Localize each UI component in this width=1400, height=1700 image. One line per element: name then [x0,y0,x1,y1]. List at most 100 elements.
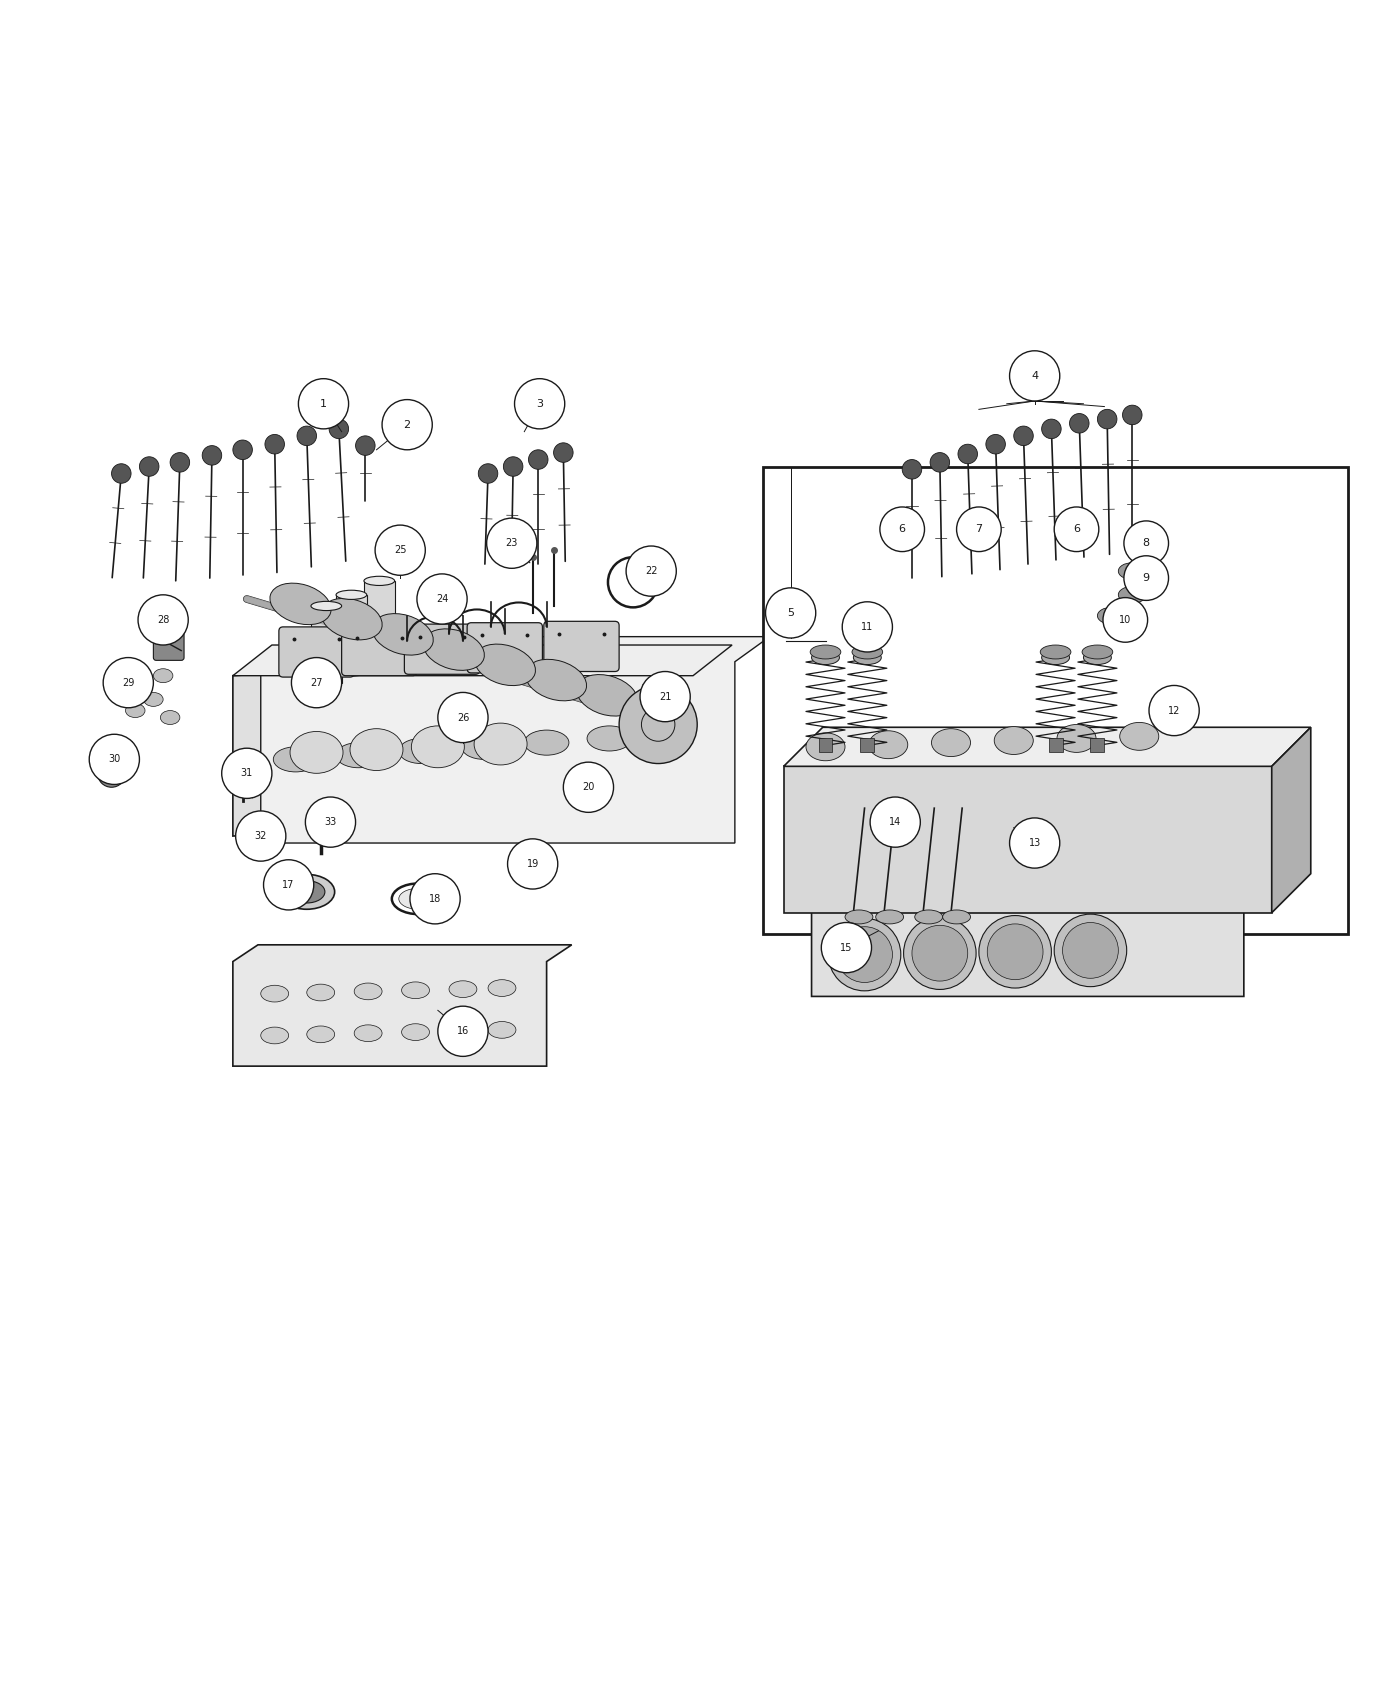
Circle shape [958,444,977,464]
Text: 12: 12 [1168,706,1180,716]
Text: 14: 14 [889,818,902,828]
Circle shape [410,874,461,923]
Circle shape [987,923,1043,979]
Circle shape [98,760,126,787]
Ellipse shape [475,644,535,685]
Polygon shape [232,648,693,836]
Text: 24: 24 [435,593,448,604]
Polygon shape [784,728,1310,767]
Ellipse shape [372,614,433,654]
Circle shape [232,440,252,459]
Circle shape [382,400,433,451]
Ellipse shape [853,644,882,660]
Circle shape [871,797,920,847]
Ellipse shape [354,1025,382,1042]
Circle shape [1042,420,1061,439]
Circle shape [1009,818,1060,869]
Circle shape [417,575,468,624]
Ellipse shape [1057,724,1096,753]
Circle shape [843,602,892,653]
Circle shape [298,379,349,428]
Circle shape [221,748,272,799]
Circle shape [626,546,676,597]
Text: 32: 32 [255,831,267,842]
Polygon shape [232,644,732,675]
Ellipse shape [336,666,367,677]
Circle shape [837,927,892,983]
Circle shape [438,1006,489,1056]
Ellipse shape [449,1023,477,1039]
FancyBboxPatch shape [342,626,417,675]
Circle shape [329,420,349,439]
Polygon shape [232,945,571,1066]
Bar [1091,738,1105,753]
Ellipse shape [449,981,477,998]
Ellipse shape [423,629,484,670]
Text: 22: 22 [645,566,658,576]
Polygon shape [260,636,770,843]
Circle shape [986,435,1005,454]
Circle shape [375,525,426,575]
Text: 27: 27 [311,678,323,689]
Ellipse shape [1119,586,1147,604]
Ellipse shape [364,653,395,663]
Text: 33: 33 [325,818,336,828]
FancyBboxPatch shape [405,624,480,675]
Circle shape [930,452,949,473]
Ellipse shape [942,910,970,923]
Circle shape [766,588,816,638]
Ellipse shape [307,1027,335,1042]
Text: 3: 3 [536,400,543,408]
Ellipse shape [321,598,382,639]
Ellipse shape [311,602,342,610]
Ellipse shape [336,590,367,600]
Text: 11: 11 [861,622,874,632]
Text: 26: 26 [456,712,469,722]
Ellipse shape [812,651,840,665]
Bar [336,595,367,672]
Ellipse shape [116,675,136,690]
Circle shape [553,442,573,462]
Text: 15: 15 [840,942,853,952]
Text: 16: 16 [456,1027,469,1037]
Circle shape [297,427,316,445]
Circle shape [1070,413,1089,434]
Ellipse shape [462,734,507,760]
Circle shape [291,658,342,707]
Ellipse shape [336,743,381,768]
Ellipse shape [154,668,174,683]
Text: 8: 8 [1142,539,1149,547]
Ellipse shape [144,692,164,707]
Circle shape [202,445,221,466]
Text: 4: 4 [1032,371,1039,381]
Circle shape [528,450,547,469]
FancyBboxPatch shape [279,627,354,677]
Ellipse shape [806,733,846,762]
Text: 1: 1 [321,400,328,408]
Circle shape [911,925,967,981]
Ellipse shape [288,881,325,903]
Ellipse shape [475,722,526,765]
Ellipse shape [402,983,430,998]
Text: 6: 6 [899,524,906,534]
Text: 21: 21 [659,692,672,702]
Circle shape [479,464,498,483]
Ellipse shape [279,874,335,910]
FancyBboxPatch shape [468,622,542,673]
Ellipse shape [126,704,146,717]
Text: 20: 20 [582,782,595,792]
Circle shape [438,692,489,743]
Ellipse shape [524,729,568,755]
Bar [1049,738,1063,753]
Ellipse shape [307,984,335,1001]
Ellipse shape [311,678,342,687]
Text: 25: 25 [393,546,406,556]
Text: 13: 13 [1029,838,1040,848]
Circle shape [265,435,284,454]
Circle shape [1123,405,1142,425]
Ellipse shape [489,1022,517,1039]
Circle shape [829,918,900,991]
Circle shape [902,459,921,479]
Text: 28: 28 [157,615,169,626]
Circle shape [822,923,872,972]
